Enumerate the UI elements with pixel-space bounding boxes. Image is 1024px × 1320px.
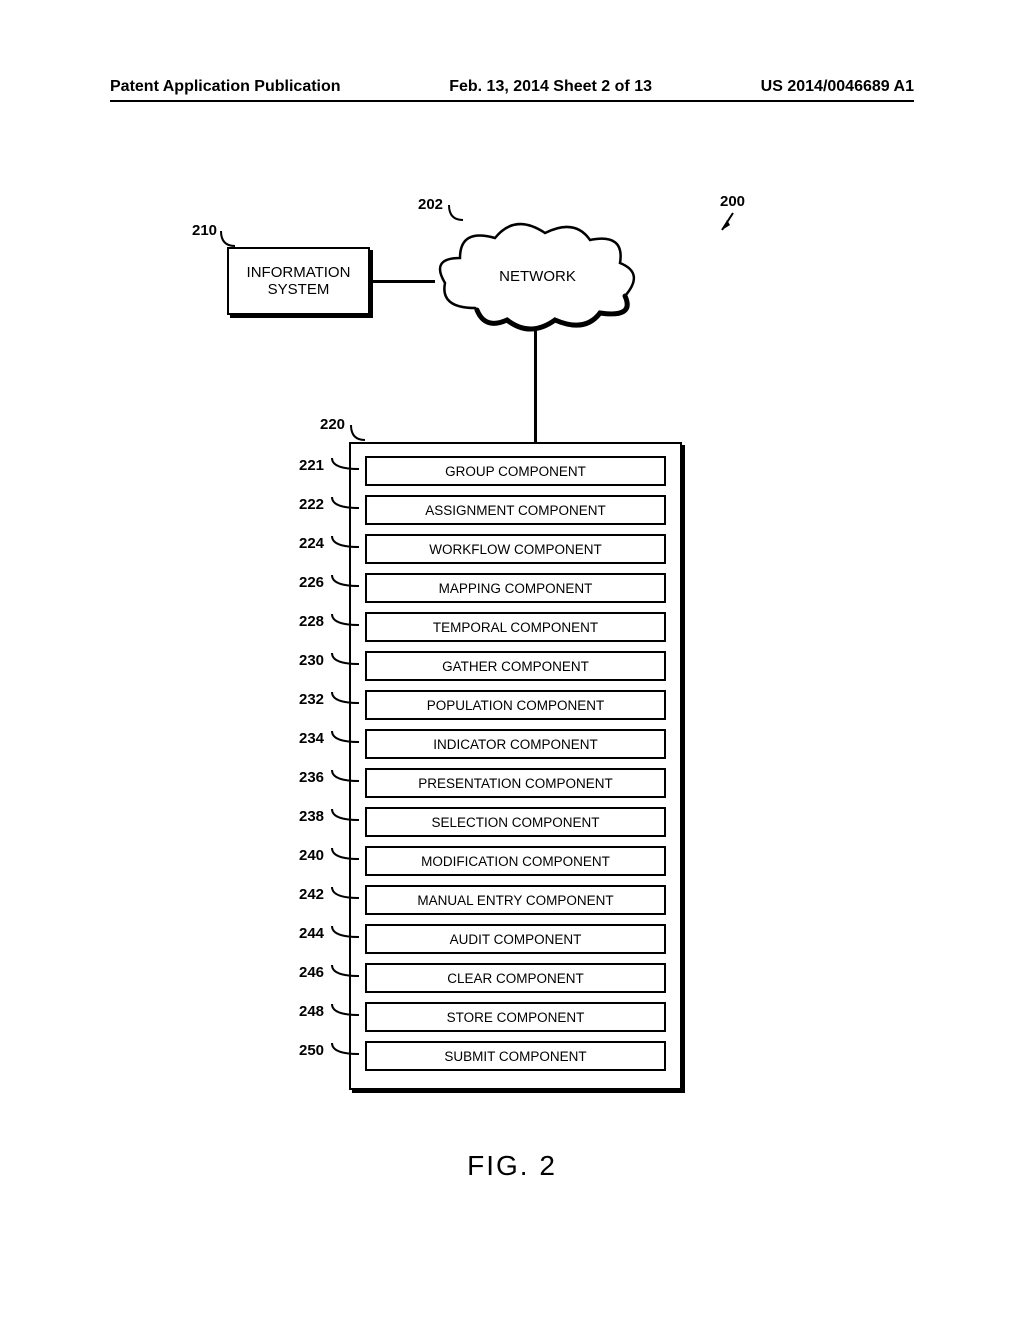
component-row: TEMPORAL COMPONENT	[365, 612, 666, 642]
component-ref-hook	[329, 962, 363, 982]
component-ref: 248	[299, 1003, 324, 1020]
component-ref-hook	[329, 1001, 363, 1021]
component-ref-hook	[329, 806, 363, 826]
information-system-box: INFORMATION SYSTEM	[227, 247, 370, 315]
component-row: MODIFICATION COMPONENT	[365, 846, 666, 876]
component-list: GROUP COMPONENT ASSIGNMENT COMPONENT WORKF…	[351, 444, 680, 1088]
component-row: MAPPING COMPONENT	[365, 573, 666, 603]
component-label: GROUP COMPONENT	[445, 464, 586, 479]
component-label: STORE COMPONENT	[447, 1010, 585, 1025]
diagram: 200 210 INFORMATION SYSTEM 202	[0, 0, 1024, 1320]
component-ref: 244	[299, 925, 324, 942]
component-ref-hook	[329, 767, 363, 787]
component-label: POPULATION COMPONENT	[427, 698, 605, 713]
component-label: MODIFICATION COMPONENT	[421, 854, 610, 869]
component-label: AUDIT COMPONENT	[450, 932, 582, 947]
component-ref-hook	[329, 611, 363, 631]
component-ref-hook	[329, 1040, 363, 1060]
component-row: POPULATION COMPONENT	[365, 690, 666, 720]
component-row: PRESENTATION COMPONENT	[365, 768, 666, 798]
info-system-line1: INFORMATION	[247, 264, 351, 281]
component-ref-hook	[329, 455, 363, 475]
component-ref-hook	[329, 845, 363, 865]
figure-caption: FIG. 2	[0, 1150, 1024, 1182]
component-ref-hook	[329, 494, 363, 514]
component-row: GROUP COMPONENT	[365, 456, 666, 486]
component-ref: 236	[299, 769, 324, 786]
component-ref: 224	[299, 535, 324, 552]
component-ref-hook	[329, 923, 363, 943]
component-label: ASSIGNMENT COMPONENT	[425, 503, 606, 518]
component-ref-hook	[329, 572, 363, 592]
component-ref: 221	[299, 457, 324, 474]
component-label: TEMPORAL COMPONENT	[433, 620, 598, 635]
component-row: SELECTION COMPONENT	[365, 807, 666, 837]
ref-220-hook	[348, 422, 368, 444]
component-ref: 238	[299, 808, 324, 825]
component-row: CLEAR COMPONENT	[365, 963, 666, 993]
component-ref: 226	[299, 574, 324, 591]
ref-210: 210	[192, 222, 217, 239]
component-ref: 232	[299, 691, 324, 708]
component-label: INDICATOR COMPONENT	[433, 737, 598, 752]
ref-202: 202	[418, 196, 443, 213]
component-row: INDICATOR COMPONENT	[365, 729, 666, 759]
page: Patent Application Publication Feb. 13, …	[0, 0, 1024, 1320]
ref-200-arrow	[718, 208, 748, 238]
component-ref: 240	[299, 847, 324, 864]
component-row: AUDIT COMPONENT	[365, 924, 666, 954]
ref-220: 220	[320, 416, 345, 433]
component-ref: 234	[299, 730, 324, 747]
component-ref: 230	[299, 652, 324, 669]
component-ref: 222	[299, 496, 324, 513]
component-label: PRESENTATION COMPONENT	[418, 776, 613, 791]
component-label: SUBMIT COMPONENT	[444, 1049, 586, 1064]
component-ref: 228	[299, 613, 324, 630]
component-ref: 250	[299, 1042, 324, 1059]
component-ref-hook	[329, 884, 363, 904]
component-row: SUBMIT COMPONENT	[365, 1041, 666, 1071]
component-container: GROUP COMPONENT ASSIGNMENT COMPONENT WORKF…	[349, 442, 682, 1090]
component-label: CLEAR COMPONENT	[447, 971, 584, 986]
component-ref-hook	[329, 533, 363, 553]
component-label: SELECTION COMPONENT	[431, 815, 599, 830]
info-system-line2: SYSTEM	[247, 281, 351, 298]
connector-info-to-network	[372, 280, 435, 283]
component-row: STORE COMPONENT	[365, 1002, 666, 1032]
component-row: WORKFLOW COMPONENT	[365, 534, 666, 564]
component-row: GATHER COMPONENT	[365, 651, 666, 681]
component-ref-hook	[329, 650, 363, 670]
component-ref: 242	[299, 886, 324, 903]
component-label: MANUAL ENTRY COMPONENT	[417, 893, 613, 908]
network-cloud: NETWORK	[435, 218, 640, 338]
component-ref-hook	[329, 689, 363, 709]
component-label: WORKFLOW COMPONENT	[429, 542, 602, 557]
network-label: NETWORK	[435, 268, 640, 285]
component-ref: 246	[299, 964, 324, 981]
component-label: GATHER COMPONENT	[442, 659, 589, 674]
component-row: ASSIGNMENT COMPONENT	[365, 495, 666, 525]
component-ref-hook	[329, 728, 363, 748]
component-row: MANUAL ENTRY COMPONENT	[365, 885, 666, 915]
component-label: MAPPING COMPONENT	[439, 581, 593, 596]
connector-network-to-components	[534, 330, 537, 442]
